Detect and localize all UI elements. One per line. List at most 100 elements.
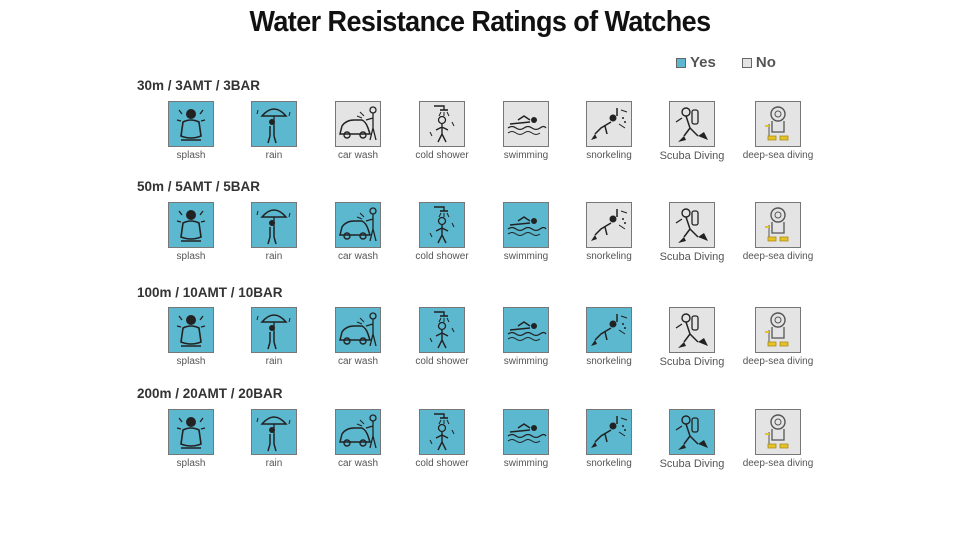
shower-icon [419, 307, 465, 353]
snorkeler-icon [586, 307, 632, 353]
activity-label: rain [265, 458, 283, 469]
umbrella-rain-icon [251, 307, 297, 353]
deep-sea-diver-icon [755, 202, 801, 248]
activity-label: cold shower [415, 458, 469, 469]
activity-label: swimming [503, 458, 549, 469]
activity-label: car wash [337, 251, 378, 262]
activity-cell: deep-sea diving [736, 202, 820, 262]
activity-label: snorkeling [586, 251, 632, 262]
activity-cell: car wash [316, 101, 400, 161]
activity-cell: swimming [484, 101, 568, 161]
car-wash-icon [335, 307, 381, 353]
scuba-diver-icon [669, 307, 715, 353]
activity-label: car wash [337, 458, 378, 469]
activity-label: splash [176, 150, 206, 161]
activity-label: Scuba Diving [659, 356, 725, 368]
activity-label: Scuba Diving [659, 251, 725, 263]
swimmer-icon [503, 409, 549, 455]
activity-cell: swimming [484, 202, 568, 262]
activity-cell: splash [149, 101, 233, 161]
activity-label: deep-sea diving [742, 458, 814, 469]
activity-label: rain [265, 150, 283, 161]
activity-cell: splash [149, 202, 233, 262]
activity-label: deep-sea diving [742, 251, 814, 262]
activity-cell: snorkeling [567, 409, 651, 469]
activity-label: rain [265, 251, 283, 262]
activity-cell: Scuba Diving [650, 307, 734, 368]
activity-cell: deep-sea diving [736, 409, 820, 469]
rating-label: 30m / 3AMT / 3BAR [137, 78, 261, 93]
activity-label: deep-sea diving [742, 150, 814, 161]
activity-label: Scuba Diving [659, 150, 725, 162]
scuba-diver-icon [669, 101, 715, 147]
shower-icon [419, 409, 465, 455]
activity-label: snorkeling [586, 356, 632, 367]
splash-icon [168, 307, 214, 353]
legend-yes-swatch [676, 57, 686, 68]
activity-cell: splash [149, 409, 233, 469]
activity-cell: snorkeling [567, 202, 651, 262]
deep-sea-diver-icon [755, 409, 801, 455]
activity-cell: rain [232, 307, 316, 367]
activity-label: swimming [503, 150, 549, 161]
page-title: Water Resistance Ratings of Watches [249, 6, 711, 38]
activity-cell: splash [149, 307, 233, 367]
activity-cell: snorkeling [567, 307, 651, 367]
snorkeler-icon [586, 409, 632, 455]
activity-cell: cold shower [400, 409, 484, 469]
car-wash-icon [335, 409, 381, 455]
swimmer-icon [503, 307, 549, 353]
activity-label: Scuba Diving [659, 458, 725, 470]
activity-cell: rain [232, 409, 316, 469]
activity-label: splash [176, 251, 206, 262]
legend: Yes No [676, 54, 802, 71]
car-wash-icon [335, 202, 381, 248]
activity-label: swimming [503, 251, 549, 262]
rating-label: 50m / 5AMT / 5BAR [137, 179, 261, 194]
activity-label: cold shower [415, 356, 469, 367]
activity-cell: car wash [316, 307, 400, 367]
activity-label: snorkeling [586, 458, 632, 469]
activity-label: deep-sea diving [742, 356, 814, 367]
activity-label: car wash [337, 356, 378, 367]
legend-yes: Yes [676, 54, 716, 71]
activity-cell: deep-sea diving [736, 101, 820, 161]
umbrella-rain-icon [251, 409, 297, 455]
umbrella-rain-icon [251, 202, 297, 248]
rating-label: 100m / 10AMT / 10BAR [137, 285, 283, 300]
activity-label: cold shower [415, 150, 469, 161]
activity-cell: Scuba Diving [650, 101, 734, 162]
activity-cell: swimming [484, 409, 568, 469]
snorkeler-icon [586, 202, 632, 248]
activity-cell: deep-sea diving [736, 307, 820, 367]
activity-label: rain [265, 356, 283, 367]
shower-icon [419, 202, 465, 248]
activity-label: cold shower [415, 251, 469, 262]
activity-cell: swimming [484, 307, 568, 367]
activity-cell: Scuba Diving [650, 409, 734, 470]
legend-no-swatch [741, 57, 752, 68]
scuba-diver-icon [669, 409, 715, 455]
car-wash-icon [335, 101, 381, 147]
rating-label: 200m / 20AMT / 20BAR [137, 386, 283, 401]
activity-label: car wash [337, 150, 378, 161]
activity-label: snorkeling [586, 150, 632, 161]
activity-label: splash [176, 458, 206, 469]
splash-icon [168, 409, 214, 455]
legend-no: No [741, 54, 776, 71]
splash-icon [168, 101, 214, 147]
legend-yes-label: Yes [690, 54, 716, 71]
splash-icon [168, 202, 214, 248]
activity-label: swimming [503, 356, 549, 367]
activity-cell: car wash [316, 409, 400, 469]
deep-sea-diver-icon [755, 101, 801, 147]
snorkeler-icon [586, 101, 632, 147]
shower-icon [419, 101, 465, 147]
activity-label: splash [176, 356, 206, 367]
activity-cell: cold shower [400, 101, 484, 161]
swimmer-icon [503, 202, 549, 248]
activity-cell: snorkeling [567, 101, 651, 161]
activity-cell: car wash [316, 202, 400, 262]
activity-cell: rain [232, 202, 316, 262]
deep-sea-diver-icon [755, 307, 801, 353]
